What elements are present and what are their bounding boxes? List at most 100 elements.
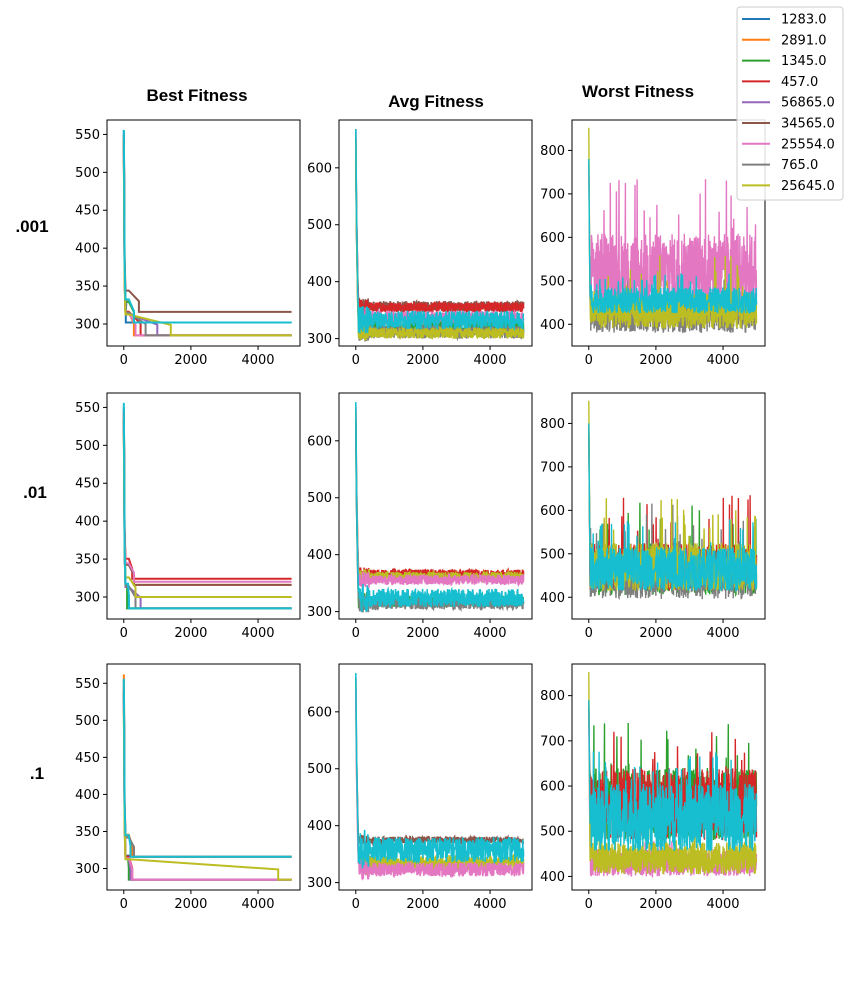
y-tick-label: 450 (75, 477, 100, 492)
axes-frame (338, 663, 533, 891)
series-line (355, 412, 525, 584)
y-tick-label: 500 (540, 274, 565, 289)
series-line (122, 422, 292, 610)
series-line (355, 673, 525, 869)
series-group (122, 129, 292, 337)
y-tick-label: 600 (540, 504, 565, 519)
series-line (588, 159, 758, 314)
y-tick-label: 500 (307, 762, 332, 777)
legend-label: 1345.0 (781, 54, 827, 69)
y-tick-label: 600 (307, 705, 332, 720)
x-tick-label: 0 (120, 626, 128, 641)
y-tick-label: 800 (540, 689, 565, 704)
y-tick-label: 550 (75, 401, 100, 416)
subplot-avg-1: 0 2000 4000 300 400 500 600 (307, 663, 533, 912)
x-tick-label: 2000 (174, 353, 207, 368)
series-group (588, 127, 758, 334)
x-tick-label: 4000 (241, 626, 274, 641)
x-tick-label: 0 (352, 353, 360, 368)
legend-label: 1283.0 (781, 13, 827, 28)
series-line (122, 426, 292, 583)
y-tick-label: 550 (75, 128, 100, 143)
series-line (355, 406, 525, 580)
x-tick-label: 2000 (406, 897, 439, 912)
series-line (355, 402, 525, 613)
x-tick-label: 2000 (406, 626, 439, 641)
x-tick-label: 4000 (241, 897, 274, 912)
series-line (588, 700, 758, 852)
subplot-worst-001: 0 2000 4000 400 500 600 700 800 (540, 119, 766, 368)
legend-label: 2891.0 (781, 33, 827, 48)
y-tick-label: 600 (540, 231, 565, 246)
series-line (122, 709, 292, 881)
series-line (122, 138, 292, 337)
y-tick-label: 300 (307, 605, 332, 620)
x-tick-label: 4000 (706, 897, 739, 912)
y-tick-label: 550 (75, 677, 100, 692)
series-group (122, 674, 292, 881)
series-line (122, 698, 292, 858)
y-tick-label: 700 (540, 187, 565, 202)
series-line (122, 153, 292, 337)
legend-label: 25554.0 (781, 137, 835, 152)
series-line (588, 127, 758, 329)
axes-frame (338, 392, 533, 620)
y-tick-label: 400 (540, 591, 565, 606)
legend-frame (736, 6, 844, 201)
series-line (122, 433, 292, 598)
y-tick-label: 300 (307, 876, 332, 891)
series-line (122, 134, 292, 313)
column-title-worst-fitness: Worst Fitness (582, 82, 694, 101)
series-line (122, 141, 292, 337)
y-tick-label: 500 (540, 825, 565, 840)
subplot-best-1: 0 2000 4000 300 350 400 450 500 550 (75, 663, 301, 912)
subplot-avg-001: 0 2000 4000 300 400 500 600 (307, 119, 533, 368)
y-tick-label: 500 (307, 491, 332, 506)
y-tick-label: 500 (75, 166, 100, 181)
series-line (122, 686, 292, 881)
x-tick-label: 0 (120, 353, 128, 368)
series-line (122, 129, 292, 324)
series-line (122, 402, 292, 610)
series-line (355, 677, 525, 847)
y-tick-label: 350 (75, 553, 100, 568)
series-line (122, 149, 292, 324)
subplot-worst-01: 0 2000 4000 400 500 600 700 800 (540, 392, 766, 641)
row-label-01: .01 (23, 483, 47, 502)
series-line (122, 679, 292, 881)
x-tick-label: 0 (352, 626, 360, 641)
y-tick-label: 450 (75, 204, 100, 219)
series-line (122, 701, 292, 881)
series-line (355, 688, 525, 881)
series-line (122, 418, 292, 586)
y-tick-label: 400 (75, 788, 100, 803)
x-tick-label: 4000 (473, 897, 506, 912)
y-tick-label: 600 (307, 161, 332, 176)
series-group (122, 402, 292, 610)
axes-frame (338, 119, 533, 347)
y-tick-label: 300 (75, 318, 100, 333)
legend-label: 765.0 (781, 158, 818, 173)
x-tick-label: 0 (120, 897, 128, 912)
series-line (122, 690, 292, 881)
column-title-best-fitness: Best Fitness (146, 86, 247, 105)
x-tick-label: 2000 (639, 897, 672, 912)
x-tick-label: 4000 (473, 353, 506, 368)
y-tick-label: 400 (307, 275, 332, 290)
series-line (122, 145, 292, 337)
series-line (588, 672, 758, 875)
legend-label: 34565.0 (781, 117, 835, 132)
series-line (122, 705, 292, 881)
x-tick-label: 4000 (706, 353, 739, 368)
row-label-1: .1 (30, 764, 44, 783)
y-tick-label: 500 (75, 714, 100, 729)
y-tick-label: 400 (75, 242, 100, 257)
series-line (122, 678, 292, 858)
x-tick-label: 0 (352, 897, 360, 912)
x-tick-label: 2000 (174, 897, 207, 912)
x-tick-label: 2000 (639, 353, 672, 368)
y-tick-label: 400 (540, 318, 565, 333)
axes-frame (571, 392, 766, 620)
y-tick-label: 500 (75, 439, 100, 454)
x-tick-label: 0 (585, 897, 593, 912)
